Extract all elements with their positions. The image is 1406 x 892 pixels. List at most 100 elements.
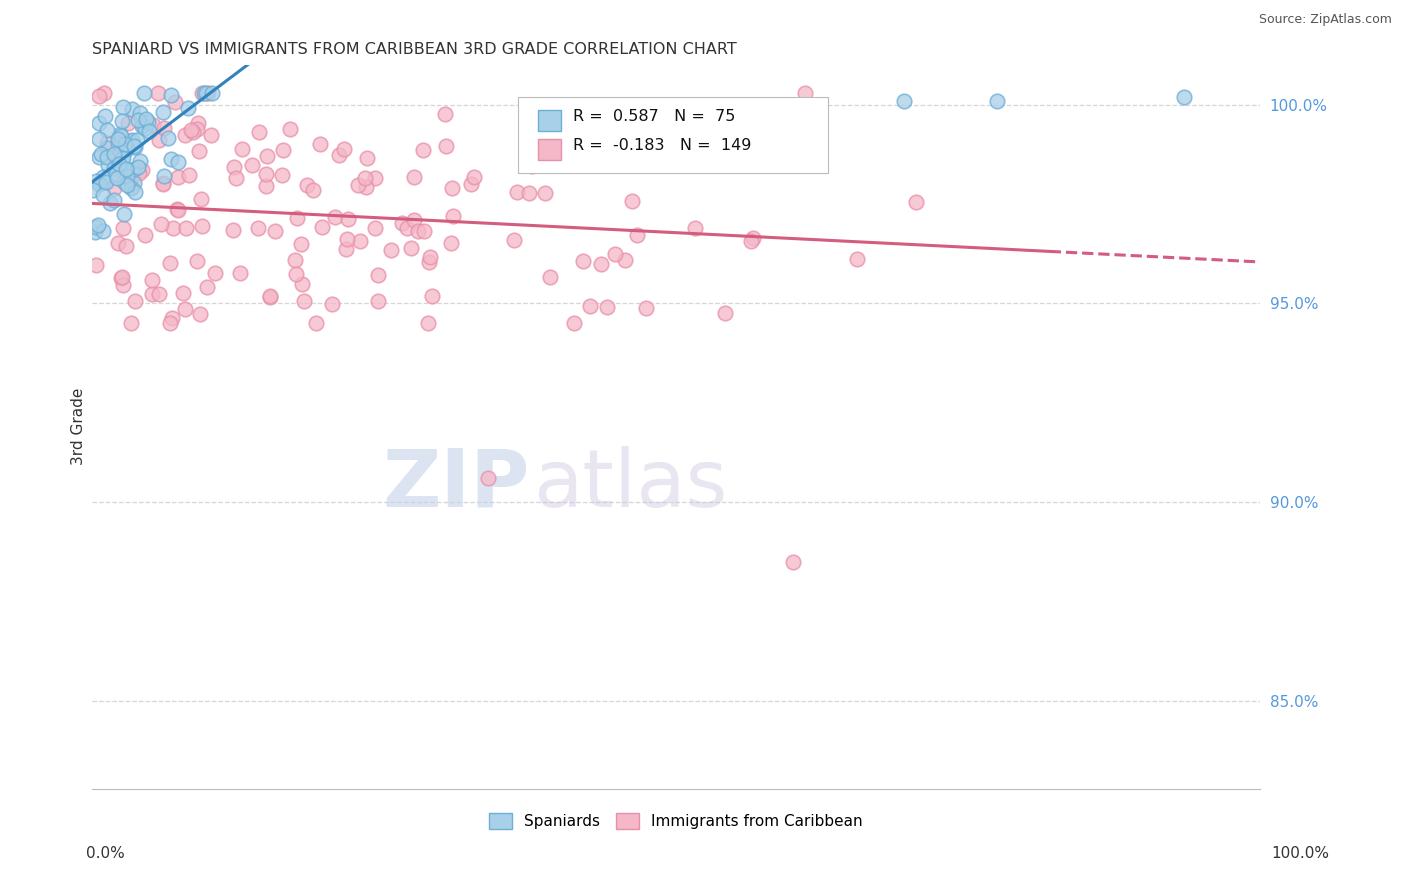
Point (278, 122, 301, 136)
Point (124, 293, 146, 308)
Point (399, 241, 422, 255)
Point (82, 183, 104, 197)
Point (122, 139, 145, 153)
Point (124, 177, 146, 191)
Point (204, 266, 226, 280)
Point (115, 178, 138, 193)
Point (112, 170, 135, 185)
Point (108, 127, 131, 141)
Point (441, 209, 464, 223)
Point (167, 202, 190, 217)
Point (100, 149, 122, 163)
Point (166, 154, 188, 169)
Point (420, 288, 443, 302)
Point (254, 179, 277, 194)
Point (186, 122, 208, 136)
Point (418, 255, 440, 269)
Point (380, 244, 402, 258)
Point (94, 109, 117, 123)
Point (131, 119, 153, 133)
Legend: Spaniards, Immigrants from Caribbean: Spaniards, Immigrants from Caribbean (484, 807, 869, 835)
Point (190, 192, 212, 206)
Point (112, 175, 135, 189)
Point (264, 224, 287, 238)
Point (146, 86, 169, 100)
Point (256, 149, 278, 163)
Point (153, 120, 176, 135)
Point (127, 160, 149, 174)
Point (193, 86, 215, 100)
Point (562, 316, 585, 330)
Point (305, 316, 328, 330)
Point (225, 171, 247, 186)
Point (167, 169, 190, 184)
Text: R =  -0.183   N =  149: R = -0.183 N = 149 (574, 138, 751, 153)
Text: atlas: atlas (533, 446, 728, 524)
Point (134, 228, 156, 243)
Point (96, 150, 118, 164)
Point (328, 148, 350, 162)
Point (463, 169, 485, 184)
Point (177, 168, 200, 182)
Point (176, 221, 198, 235)
Point (190, 86, 212, 100)
Point (166, 202, 188, 216)
Point (86, 219, 108, 234)
Point (560, 127, 582, 141)
Text: Source: ZipAtlas.com: Source: ZipAtlas.com (1258, 13, 1392, 27)
Point (121, 179, 143, 194)
Point (111, 114, 134, 128)
Point (96, 136, 118, 151)
Point (107, 136, 129, 151)
Point (335, 242, 357, 256)
Point (404, 213, 426, 227)
Point (87, 89, 110, 103)
Point (115, 239, 138, 253)
Point (87, 132, 110, 146)
Point (229, 266, 252, 280)
Point (107, 236, 129, 251)
Point (97, 158, 120, 172)
Point (893, 94, 915, 108)
Point (115, 143, 138, 157)
Point (356, 179, 378, 194)
Point (134, 120, 156, 135)
Point (364, 171, 387, 186)
Point (186, 254, 208, 268)
Text: SPANIARD VS IMMIGRANTS FROM CARIBBEAN 3RD GRADE CORRELATION CHART: SPANIARD VS IMMIGRANTS FROM CARIBBEAN 3R… (91, 42, 737, 57)
Point (395, 221, 418, 235)
Point (117, 116, 139, 130)
Point (112, 207, 135, 221)
Point (259, 289, 281, 303)
Point (177, 101, 200, 115)
Point (1173, 89, 1195, 103)
Point (120, 181, 142, 195)
Point (742, 231, 765, 245)
Point (160, 152, 183, 166)
Point (121, 133, 143, 147)
Point (538, 270, 561, 285)
Point (152, 177, 174, 191)
Point (391, 216, 413, 230)
Point (191, 219, 214, 233)
Point (285, 268, 308, 282)
Point (124, 186, 146, 200)
Point (323, 210, 346, 224)
Point (117, 169, 139, 184)
Point (115, 161, 138, 176)
Point (89, 177, 111, 191)
Point (188, 306, 211, 320)
Point (247, 220, 270, 235)
Point (419, 250, 441, 264)
Point (111, 270, 134, 285)
Point (127, 133, 149, 147)
Point (138, 124, 160, 138)
Point (271, 144, 294, 158)
Point (195, 86, 218, 100)
Point (406, 225, 429, 239)
Y-axis label: 3rd Grade: 3rd Grade (72, 388, 86, 466)
Point (153, 169, 176, 183)
Text: 0.0%: 0.0% (86, 847, 125, 861)
Point (91, 175, 114, 189)
Point (111, 220, 134, 235)
